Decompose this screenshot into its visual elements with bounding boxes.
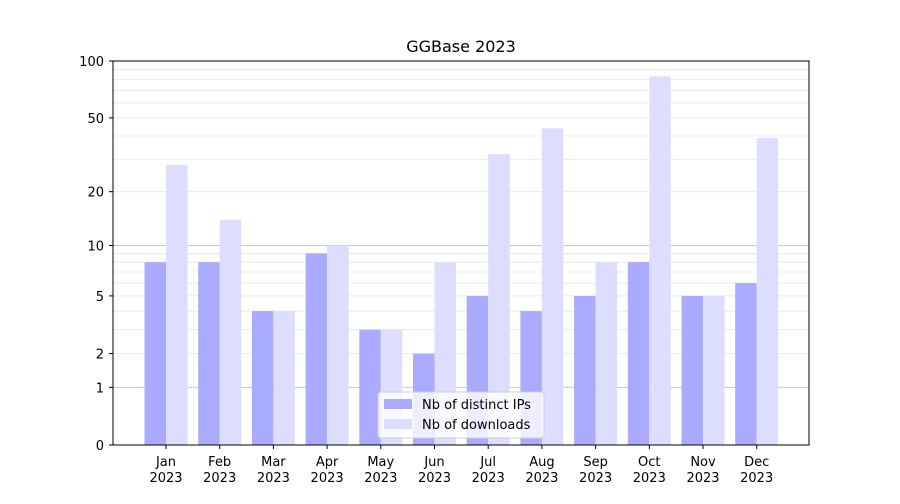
bar-downloads <box>488 154 510 446</box>
chart-title: GGBase 2023 <box>406 37 516 56</box>
x-tick-label: Dec 2023 <box>740 455 773 486</box>
y-tick-label: 50 <box>87 112 104 127</box>
x-tick-label: Jun 2023 <box>418 455 451 486</box>
bar-downloads <box>649 76 671 445</box>
bar-downloads <box>219 219 242 445</box>
bar-downloads <box>595 262 618 445</box>
bar-downloads <box>273 311 295 445</box>
bar-distinct-ips <box>627 262 650 445</box>
bar-distinct-ips <box>359 329 381 445</box>
y-tick-label: 20 <box>87 186 104 201</box>
legend-label: Nb of distinct IPs <box>422 398 531 413</box>
y-tick-label: 1 <box>96 381 104 396</box>
bar-downloads <box>166 164 188 445</box>
bars-layer <box>144 76 779 446</box>
ticks-layer: 0 1 2 5 10 20 50 100 Jan 2023 Feb 2023 Mar 2023 Apr 202… <box>79 55 773 486</box>
x-tick-label: Aug 2023 <box>525 455 558 486</box>
x-tick-label: Jul 2023 <box>472 455 505 486</box>
x-tick-label: Apr 2023 <box>311 455 344 486</box>
x-tick-label: Jan 2023 <box>149 455 182 486</box>
y-tick-label: 10 <box>87 239 104 254</box>
x-tick-label: Feb 2023 <box>203 455 236 486</box>
bar-downloads <box>541 128 564 445</box>
x-tick-label: Mar 2023 <box>257 455 290 486</box>
bar-distinct-ips <box>735 283 757 445</box>
legend: Nb of distinct IPs Nb of downloads <box>377 391 545 439</box>
x-tick-label: Oct 2023 <box>633 455 666 486</box>
bar-distinct-ips <box>574 295 596 445</box>
y-tick-label: 100 <box>79 55 104 70</box>
x-tick-label: Sep 2023 <box>579 455 612 486</box>
y-tick-label: 0 <box>96 439 104 454</box>
axes-layer <box>112 60 810 446</box>
legend-label: Nb of downloads <box>422 418 531 433</box>
plot-frame <box>112 60 810 446</box>
bar-distinct-ips <box>198 262 220 445</box>
bar-downloads <box>756 138 779 445</box>
bar-distinct-ips <box>305 253 328 445</box>
bar-downloads <box>327 245 349 445</box>
legend-box <box>377 391 545 439</box>
legend-swatch <box>384 399 412 409</box>
x-tick-label: Nov 2023 <box>686 455 719 486</box>
y-tick-label: 5 <box>96 290 104 305</box>
bar-distinct-ips <box>681 295 703 445</box>
bar-distinct-ips <box>251 311 274 445</box>
bar-downloads <box>703 295 725 445</box>
x-tick-label: May 2023 <box>364 455 397 486</box>
bar-distinct-ips <box>144 262 166 445</box>
legend-swatch <box>384 419 412 429</box>
y-tick-label: 2 <box>96 348 104 363</box>
